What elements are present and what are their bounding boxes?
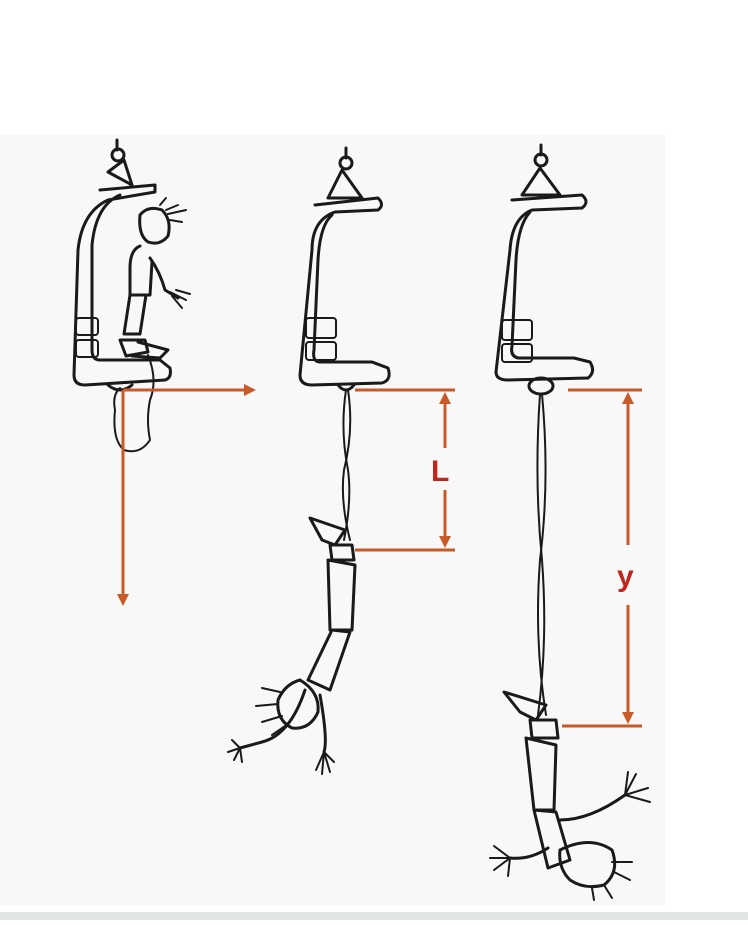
dimension-y: y <box>562 388 642 728</box>
diagram-panel <box>0 135 665 905</box>
rope-2 <box>341 389 352 541</box>
jumper-hanging-3 <box>489 690 651 901</box>
dimension-L: L <box>355 388 455 552</box>
platform-2 <box>298 146 391 392</box>
label-L: L <box>431 455 449 488</box>
jumper-hanging-2 <box>227 516 357 775</box>
bottom-bar <box>0 912 748 920</box>
platform-3 <box>494 143 595 396</box>
rope-3 <box>536 393 547 716</box>
label-y: y <box>617 560 634 593</box>
jumper-standing <box>113 197 191 453</box>
platform-1 <box>72 138 172 392</box>
